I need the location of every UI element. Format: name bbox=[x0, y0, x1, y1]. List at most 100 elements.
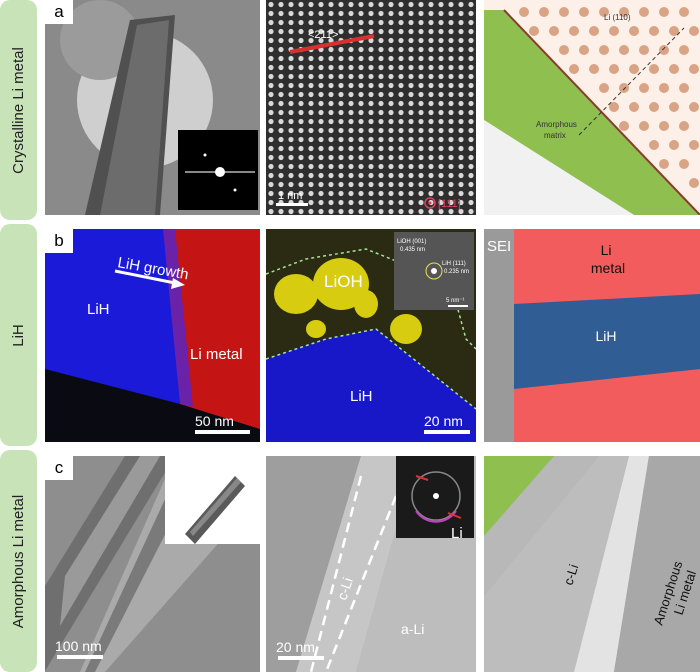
cli-schematic-label: c-Li bbox=[561, 562, 582, 587]
lattice-atom bbox=[569, 26, 579, 36]
panel-c-tem: 100 nm c bbox=[45, 456, 260, 672]
panel-a-hrtem: <211> 1 nm [111] bbox=[266, 0, 476, 215]
lattice-atom bbox=[669, 64, 679, 74]
lattice-atom bbox=[609, 64, 619, 74]
lattice-atom bbox=[649, 64, 659, 74]
lioh-lattice-line1: LiOH (001) bbox=[397, 239, 426, 245]
lattice-atom bbox=[679, 45, 689, 55]
lattice-atom bbox=[639, 7, 649, 17]
ali-label: a-Li bbox=[401, 621, 424, 637]
plane-label: Li (110) bbox=[604, 13, 631, 22]
lattice-atom bbox=[679, 121, 689, 131]
scalebar-label: 1 nm bbox=[278, 190, 302, 202]
lioh-lattice-line2: 0.435 nm bbox=[400, 247, 425, 253]
matrix-label-line2: matrix bbox=[544, 131, 566, 140]
panel-c-schematic: c-Li Amorphous Li metal bbox=[484, 456, 700, 672]
lioh-lattice: LiOH (001) 0.435 nm bbox=[397, 239, 428, 253]
lattice-atom bbox=[619, 45, 629, 55]
row-label-text: Crystalline Li metal bbox=[10, 46, 27, 174]
lattice-atom bbox=[549, 26, 559, 36]
lattice-atom bbox=[659, 7, 669, 17]
hrtem-image-c: c-Li a-Li Li 20 nm bbox=[266, 456, 476, 672]
lattice-atom bbox=[689, 140, 699, 150]
lattice-atom bbox=[669, 140, 679, 150]
panel-a-tem: a bbox=[45, 0, 260, 215]
direction-label: <211> bbox=[308, 29, 338, 41]
scalebar-label: 20 nm bbox=[276, 639, 315, 655]
lattice-atom bbox=[679, 83, 689, 93]
lattice-atom bbox=[579, 7, 589, 17]
lattice-atom bbox=[689, 26, 699, 36]
li-metal-schematic-label: Li metal bbox=[591, 242, 625, 276]
crystal-schematic: Li (110) Amorphous matrix bbox=[484, 0, 700, 215]
lattice-atom bbox=[629, 102, 639, 112]
lattice-atom bbox=[579, 45, 589, 55]
lih-label: LiH bbox=[350, 388, 373, 405]
panel-b-hrtem: LiOH (001) 0.435 nm LiH (111) 0.235 nm 5… bbox=[266, 229, 476, 442]
panel-letter-a: a bbox=[45, 0, 73, 24]
lattice-atom bbox=[599, 45, 609, 55]
matrix-label: Amorphous matrix bbox=[536, 120, 579, 140]
tem-image-c: 100 nm bbox=[45, 456, 260, 672]
lattice-atom bbox=[689, 178, 699, 188]
lih-lattice-line2: 0.235 nm bbox=[444, 269, 469, 275]
lattice-atom bbox=[609, 102, 619, 112]
panel-a-schematic: Li (110) Amorphous matrix bbox=[484, 0, 700, 215]
lattice-atom bbox=[649, 102, 659, 112]
lattice-atom bbox=[679, 7, 689, 17]
lattice-atom bbox=[589, 26, 599, 36]
lattice-atom bbox=[609, 26, 619, 36]
scalebar-label: 50 nm bbox=[195, 413, 234, 429]
lattice-atom bbox=[559, 45, 569, 55]
lattice-atom bbox=[659, 121, 669, 131]
lioh-label: LiOH bbox=[324, 272, 363, 291]
lattice-atom bbox=[619, 83, 629, 93]
lattice-atom bbox=[639, 83, 649, 93]
lattice-atom bbox=[649, 140, 659, 150]
zone-axis-label: [111] bbox=[438, 198, 461, 210]
lattice-atom bbox=[679, 159, 689, 169]
lattice-atom bbox=[659, 159, 669, 169]
panel-b-schematic: SEI Li metal LiH bbox=[484, 229, 700, 442]
row-label-text: Amorphous Li metal bbox=[10, 494, 27, 628]
lattice-atom bbox=[649, 26, 659, 36]
sei-label: SEI bbox=[487, 238, 511, 255]
lattice-atom bbox=[639, 121, 649, 131]
lih-lattice-line1: LiH (111) bbox=[442, 261, 466, 267]
lih-label: LiH bbox=[87, 301, 110, 318]
panel-b-map: LiH growth LiH Li metal 50 nm b bbox=[45, 229, 260, 442]
lattice-atom bbox=[629, 26, 639, 36]
lattice-atom bbox=[599, 83, 609, 93]
lattice-atom bbox=[689, 64, 699, 74]
lattice-atom bbox=[639, 45, 649, 55]
layer-schematic: SEI Li metal LiH bbox=[484, 229, 700, 442]
row-label-lih: LiH bbox=[0, 224, 37, 446]
lattice-atom bbox=[659, 45, 669, 55]
hrtem-color-map: LiOH (001) 0.435 nm LiH (111) 0.235 nm 5… bbox=[266, 229, 476, 442]
lattice-atom bbox=[669, 102, 679, 112]
li-metal-line1: Li bbox=[601, 242, 612, 258]
li-metal-line2: metal bbox=[591, 260, 625, 276]
row-label-text: LiH bbox=[9, 323, 27, 347]
row-label-amorphous: Amorphous Li metal bbox=[0, 450, 37, 672]
lattice-atom bbox=[539, 7, 549, 17]
lattice-atom bbox=[529, 26, 539, 36]
lattice-atom bbox=[559, 7, 569, 17]
lattice-atom bbox=[599, 7, 609, 17]
lattice-atom bbox=[569, 64, 579, 74]
scalebar-label: 20 nm bbox=[424, 413, 463, 429]
lih-schematic-label: LiH bbox=[595, 328, 616, 344]
tem-image-a bbox=[45, 0, 260, 215]
hrtem-lattice: <211> 1 nm [111] bbox=[266, 0, 476, 215]
plane-line bbox=[578, 27, 685, 136]
elemental-map: LiH growth LiH Li metal 50 nm bbox=[45, 229, 260, 442]
lattice-atom bbox=[619, 121, 629, 131]
lattice-atom bbox=[669, 26, 679, 36]
lih-lattice: LiH (111) 0.235 nm bbox=[442, 261, 469, 275]
lattice-atom bbox=[689, 102, 699, 112]
row-label-crystalline: Crystalline Li metal bbox=[0, 0, 37, 220]
lattice-atom bbox=[619, 7, 629, 17]
inset-scale: 5 nm⁻¹ bbox=[446, 298, 465, 304]
lattice-atom bbox=[659, 83, 669, 93]
panel-letter-c: c bbox=[45, 456, 73, 480]
